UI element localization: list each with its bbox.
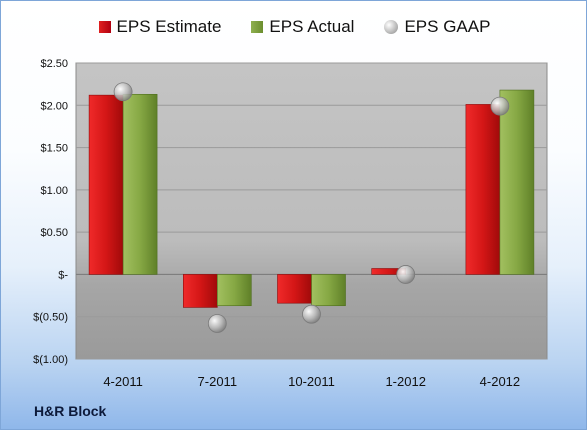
marker-eps-gaap xyxy=(113,82,133,102)
y-tick-label: $2.00 xyxy=(40,100,68,112)
legend-swatch-estimate xyxy=(98,21,111,33)
bar-eps-actual xyxy=(217,274,252,307)
bar-eps-actual xyxy=(311,274,346,307)
marker-eps-gaap xyxy=(490,96,510,116)
x-tick-label: 7-2011 xyxy=(198,374,238,389)
bar-eps-actual xyxy=(122,93,158,275)
legend-item-estimate: EPS Estimate xyxy=(98,17,222,37)
legend-swatch-actual xyxy=(251,21,264,33)
y-tick-label: $(1.00) xyxy=(33,354,68,366)
x-tick-label: 4-2011 xyxy=(103,374,143,389)
bar-eps-estimate xyxy=(183,274,218,308)
y-tick-label: $0.50 xyxy=(40,227,68,239)
y-tick-label: $- xyxy=(58,269,68,281)
x-tick-label: 10-2011 xyxy=(288,374,335,389)
x-tick-label: 1-2012 xyxy=(385,374,425,389)
legend-item-actual: EPS Actual xyxy=(251,17,354,37)
bar-eps-actual xyxy=(499,89,535,275)
bar-eps-estimate xyxy=(88,94,124,275)
legend-swatch-gaap xyxy=(384,20,399,34)
y-tick-label: $1.50 xyxy=(40,143,68,155)
bar-eps-estimate xyxy=(277,274,312,304)
legend-label-estimate: EPS Estimate xyxy=(116,17,222,36)
marker-eps-gaap xyxy=(207,314,227,333)
marker-eps-gaap xyxy=(396,265,416,284)
y-tick-label: $1.00 xyxy=(40,185,68,197)
y-tick-label: $2.50 xyxy=(40,58,68,70)
marker-eps-gaap xyxy=(302,304,321,324)
legend-label-actual: EPS Actual xyxy=(269,17,355,36)
bar-eps-estimate xyxy=(465,104,501,275)
legend-item-gaap: EPS GAAP xyxy=(384,17,490,37)
x-tick-label: 4-2012 xyxy=(480,374,520,389)
company-name: H&R Block xyxy=(34,403,107,419)
y-tick-label: $(0.50) xyxy=(33,312,68,324)
legend-label-gaap: EPS GAAP xyxy=(404,17,491,36)
legend: EPS Estimate EPS Actual EPS GAAP xyxy=(1,17,586,37)
